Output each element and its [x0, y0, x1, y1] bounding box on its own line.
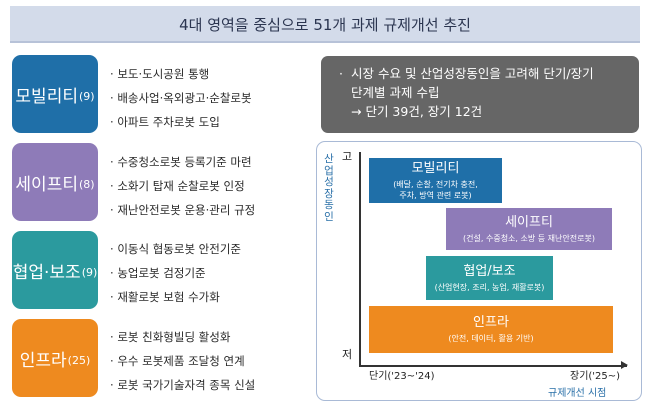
list-item: 재활로봇 보험 수가화 — [110, 285, 310, 309]
category-collab-items: 이동식 협동로봇 안전기준 농업로봇 검정기준 재활로봇 보험 수가화 — [110, 237, 310, 309]
category-mobility-items: 보도·도시공원 통행 배송사업·옥외광고·순찰로봇 아파트 주차로봇 도입 — [110, 62, 310, 134]
callout-line: → 단기 39건, 장기 12건 — [351, 104, 483, 119]
box-subtitle: 주차, 방역 관련 로봇) — [399, 190, 472, 200]
box-collab: 협업/보조 (산업현장, 조리, 농업, 재활로봇) — [426, 256, 553, 300]
category-name: 모빌리티 — [15, 86, 78, 107]
list-item: 아파트 주차로봇 도입 — [110, 110, 310, 134]
list-item: 재난안전로봇 운용·관리 규정 — [110, 198, 310, 222]
x-start-label: 단기('23~'24) — [369, 371, 435, 382]
y-low-label: 저 — [342, 348, 353, 361]
list-item: 보도·도시공원 통행 — [110, 62, 310, 86]
category-name: 세이프티 — [15, 174, 78, 195]
box-subtitle: (배달, 순찰, 전기차 충전, — [393, 179, 478, 189]
y-axis-label-char: 동 — [324, 199, 334, 211]
category-count: (9) — [81, 265, 98, 279]
roadmap-diagram-frame — [316, 141, 642, 401]
box-title: 협업/보조 — [463, 263, 516, 279]
category-collab-badge: 협업·보조 (9) — [12, 231, 98, 309]
page-title: 4대 영역을 중심으로 51개 과제 규제개선 추진 — [10, 6, 640, 42]
list-item: 우수 로봇제품 조달청 연계 — [110, 349, 310, 373]
category-infra-items: 로봇 친화형빌딩 활성화 우수 로봇제품 조달청 연계 로봇 국가기술자격 종목… — [110, 325, 310, 397]
y-axis-label-char: 업 — [324, 164, 334, 177]
box-title: 모빌리티 — [411, 160, 460, 176]
box-infra: 인프라 (안전, 데이터, 활용 기반) — [369, 306, 613, 353]
category-infra-badge: 인프라 (25) — [12, 319, 98, 397]
summary-callout: 시장 수요 및 산업성장동인을 고려해 단기/장기 단계별 과제 수립 → 단기… — [321, 56, 639, 133]
y-axis-label-char: 인 — [324, 210, 334, 223]
box-mobility: 모빌리티 (배달, 순찰, 전기차 충전, 주차, 방역 관련 로봇) — [369, 158, 502, 203]
box-title: 세이프티 — [505, 214, 553, 230]
y-axis-label-char: 성 — [324, 176, 334, 188]
category-count: (25) — [67, 353, 91, 367]
list-item: 로봇 친화형빌딩 활성화 — [110, 325, 310, 349]
list-item: 소화기 탑재 순찰로봇 인정 — [110, 174, 310, 198]
category-mobility-badge: 모빌리티 (9) — [12, 55, 98, 133]
y-axis-label-char: 산 — [324, 153, 334, 165]
category-safety-badge: 세이프티 (8) — [12, 143, 98, 221]
category-safety-items: 수중청소로봇 등록기준 마련 소화기 탑재 순찰로봇 인정 재난안전로봇 운용·… — [110, 150, 310, 222]
box-title: 인프라 — [473, 315, 509, 330]
box-safety: 세이프티 (건설, 수중청소, 소방 등 재난안전로봇) — [446, 208, 612, 250]
x-end-label: 장기('25~) — [570, 371, 621, 382]
box-subtitle: (산업현장, 조리, 농업, 재활로봇) — [434, 282, 545, 292]
list-item: 이동식 협동로봇 안전기준 — [110, 237, 310, 261]
category-count: (8) — [78, 177, 95, 191]
category-count: (9) — [78, 89, 95, 103]
x-axis-line — [359, 365, 627, 367]
x-axis-arrow-icon — [621, 361, 628, 369]
list-item: 로봇 국가기술자격 종목 신설 — [110, 373, 310, 397]
x-axis-label: 규제개선 시점 — [548, 388, 607, 399]
category-name: 인프라 — [19, 350, 67, 371]
box-subtitle: (안전, 데이터, 활용 기반) — [448, 334, 534, 343]
y-axis-label-char: 장 — [324, 187, 334, 200]
list-item: 수중청소로봇 등록기준 마련 — [110, 150, 310, 174]
y-high-label: 고 — [342, 150, 353, 163]
list-item: 배송사업·옥외광고·순찰로봇 — [110, 86, 310, 110]
y-axis-line — [359, 152, 361, 366]
title-divider — [10, 41, 640, 43]
callout-line: 시장 수요 및 산업성장동인을 고려해 단기/장기 — [339, 64, 629, 83]
category-name: 협업·보조 — [12, 262, 81, 283]
list-item: 농업로봇 검정기준 — [110, 261, 310, 285]
callout-line: 단계별 과제 수립 — [351, 85, 440, 100]
box-subtitle: (건설, 수중청소, 소방 등 재난안전로봇) — [463, 233, 595, 243]
